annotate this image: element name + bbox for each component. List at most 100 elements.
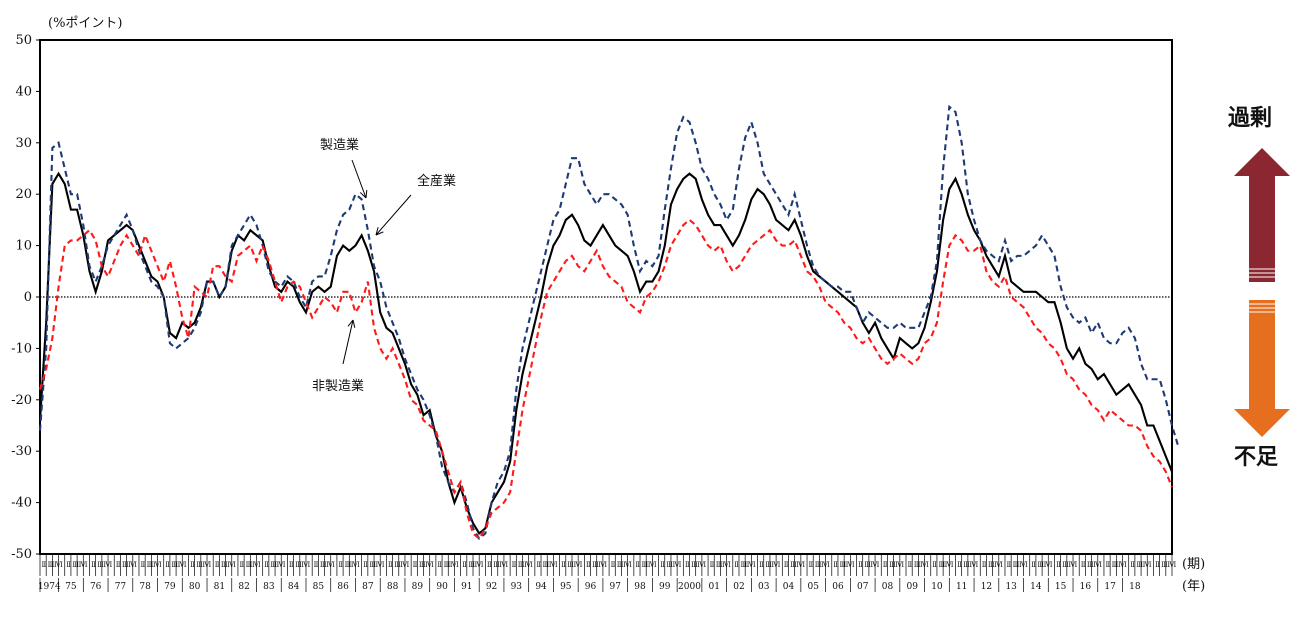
x-year-label: 2000 [678, 582, 701, 592]
x-quarter-label: Ⅳ [1068, 561, 1076, 569]
annotation-arrow-line [375, 194, 412, 236]
x-quarter-label: Ⅳ [277, 561, 285, 569]
x-quarter-label: Ⅰ [629, 561, 632, 569]
x-quarter-label: Ⅳ [747, 561, 755, 569]
x-quarter-label: Ⅳ [722, 561, 730, 569]
series-line [38, 171, 1173, 536]
x-quarter-label: Ⅳ [1093, 561, 1101, 569]
x-quarter-label: Ⅳ [895, 561, 903, 569]
x-quarter-label: Ⅳ [945, 561, 953, 569]
x-quarter-label: Ⅳ [549, 561, 557, 569]
x-quarter-label: Ⅰ [778, 561, 781, 569]
x-quarter-label: Ⅰ [580, 561, 583, 569]
x-quarter-label: Ⅰ [159, 561, 162, 569]
x-quarter-label: Ⅰ [332, 561, 335, 569]
x-quarter-label: Ⅲ [369, 561, 376, 569]
x-quarter-label: Ⅱ [586, 561, 591, 569]
x-quarter-label: Ⅳ [969, 561, 977, 569]
x-quarter-label: Ⅰ [1174, 561, 1177, 569]
annotation-arrow-line [351, 159, 367, 199]
x-quarter-label: Ⅱ [437, 561, 442, 569]
x-quarter-label: Ⅲ [1013, 561, 1020, 569]
x-quarter-label: Ⅳ [821, 561, 829, 569]
x-quarter-label: Ⅰ [679, 561, 682, 569]
x-quarter-label: Ⅰ [976, 561, 979, 569]
x-quarter-label: Ⅱ [660, 561, 665, 569]
x-quarter-label: Ⅰ [481, 561, 484, 569]
y-tick-label: 10 [15, 239, 32, 254]
x-quarter-label: Ⅱ [512, 561, 517, 569]
y-tick-label: -20 [11, 393, 32, 408]
x-quarter-label: Ⅲ [864, 561, 871, 569]
x-quarter-label: Ⅳ [598, 561, 606, 569]
x-quarter-label: Ⅲ [493, 561, 500, 569]
x-year-label: 10 [931, 582, 943, 592]
x-quarter-label: Ⅳ [1019, 561, 1027, 569]
x-year-label: 79 [164, 582, 176, 592]
x-quarter-label: Ⅰ [431, 561, 434, 569]
x-quarter-label: Ⅲ [246, 561, 253, 569]
x-quarter-label: Ⅲ [518, 561, 525, 569]
x-year-label: 83 [263, 582, 275, 592]
x-quarter-label: Ⅳ [301, 561, 309, 569]
x-quarter-label: Ⅳ [128, 561, 136, 569]
x-quarter-label: Ⅰ [530, 561, 533, 569]
x-quarter-label: Ⅲ [1087, 561, 1094, 569]
x-quarter-label: Ⅳ [1167, 561, 1175, 569]
x-year-label: 01 [709, 582, 720, 592]
x-quarter-label: Ⅳ [573, 561, 581, 569]
x-quarter-label: Ⅳ [870, 561, 878, 569]
x-year-label: 92 [486, 582, 497, 592]
x-quarter-label: Ⅳ [178, 561, 186, 569]
annotation-arrowhead [375, 227, 384, 236]
x-quarter-label: Ⅰ [827, 561, 830, 569]
x-quarter-label: Ⅰ [505, 561, 508, 569]
x-quarter-label: Ⅲ [938, 561, 945, 569]
x-quarter-label: Ⅳ [1044, 561, 1052, 569]
x-year-label: 78 [139, 582, 151, 592]
x-quarter-label: Ⅲ [295, 561, 302, 569]
y-tick-label: 50 [15, 33, 32, 48]
x-quarter-label: Ⅰ [258, 561, 261, 569]
x-quarter-label: Ⅲ [221, 561, 228, 569]
x-quarter-label: Ⅳ [648, 561, 656, 569]
x-year-label: 02 [733, 582, 744, 592]
x-year-label: 90 [436, 582, 448, 592]
x-quarter-label: Ⅱ [1155, 561, 1160, 569]
x-quarter-label: Ⅰ [357, 561, 360, 569]
x-quarter-label: Ⅱ [759, 561, 764, 569]
x-quarter-label: Ⅳ [697, 561, 705, 569]
x-quarter-label: Ⅱ [413, 561, 418, 569]
x-quarter-label: Ⅲ [171, 561, 178, 569]
x-quarter-label: Ⅱ [388, 561, 393, 569]
x-year-label: 07 [857, 582, 869, 592]
x-quarter-label: Ⅲ [765, 561, 772, 569]
shortage-label: 不足 [1234, 445, 1278, 470]
x-year-label: 93 [511, 582, 523, 592]
x-quarter-label: Ⅱ [66, 561, 71, 569]
x-quarter-label: Ⅳ [672, 561, 680, 569]
x-quarter-label: Ⅳ [202, 561, 210, 569]
x-quarter-label: Ⅳ [153, 561, 161, 569]
chart-series [38, 104, 1180, 541]
x-quarter-label: Ⅱ [363, 561, 368, 569]
x-quarter-label: Ⅳ [252, 561, 260, 569]
x-year-label: 89 [412, 582, 424, 592]
x-quarter-label: Ⅱ [685, 561, 690, 569]
shortage-arrow-icon [1234, 300, 1290, 437]
y-tick-label: 0 [24, 290, 32, 305]
x-quarter-label: Ⅳ [376, 561, 384, 569]
x-quarter-label: Ⅲ [716, 561, 723, 569]
x-quarter-label: Ⅱ [116, 561, 121, 569]
x-quarter-label: Ⅰ [1025, 561, 1028, 569]
x-year-label: 17 [1104, 582, 1116, 592]
x-quarter-label: Ⅳ [450, 561, 458, 569]
x-quarter-label: Ⅲ [468, 561, 475, 569]
x-quarter-label: Ⅰ [1000, 561, 1003, 569]
x-year-label: 82 [238, 582, 249, 592]
x-quarter-label: Ⅲ [320, 561, 327, 569]
x-quarter-label: Ⅱ [883, 561, 888, 569]
x-quarter-label: Ⅰ [307, 561, 310, 569]
x-quarter-label: Ⅱ [1006, 561, 1011, 569]
